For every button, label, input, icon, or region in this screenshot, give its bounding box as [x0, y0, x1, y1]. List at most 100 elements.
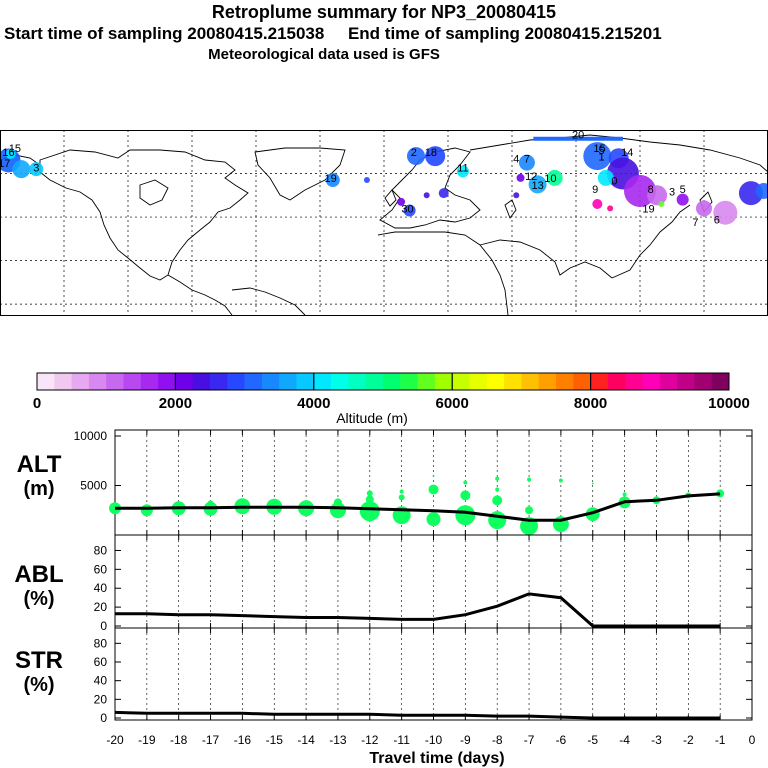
colorbar-cell [279, 373, 297, 390]
str-label: STR [15, 647, 63, 674]
altitude-point [207, 500, 214, 507]
altitude-point [333, 498, 342, 507]
plume-day-label: 5 [680, 184, 686, 196]
colorbar-cell [244, 373, 263, 390]
plume-day-label: 4 [513, 154, 519, 166]
altitude-point [140, 504, 153, 517]
altitude-point [591, 482, 594, 485]
altitude-point [460, 490, 471, 501]
x-tick-label: -10 [425, 733, 443, 747]
colorbar-frame [36, 372, 730, 391]
plume-marker [546, 169, 563, 186]
colorbar-cell [192, 373, 211, 390]
map-gridlines [0, 130, 768, 315]
colorbar-cell [642, 373, 661, 390]
plume-marker [438, 188, 449, 199]
series-line [115, 592, 721, 628]
x-tick-label: -18 [170, 733, 188, 747]
altitude-point [488, 511, 507, 530]
altitude-point [455, 505, 476, 526]
y-tick-label: 60 [94, 562, 108, 576]
colorbar-cell [538, 373, 557, 390]
x-tick-label: -7 [524, 733, 535, 747]
colorbar-cell [37, 373, 55, 390]
plume-day-label: 10 [544, 173, 556, 185]
x-tick-label: 0 [749, 733, 756, 747]
arabia-india-coast [479, 239, 613, 279]
met-data-line: Meteorological data used is GFS [208, 46, 440, 63]
y-tick-label: 40 [94, 581, 108, 595]
plume-marker [592, 199, 603, 209]
altitude-point [495, 487, 500, 492]
x-tick-label: -8 [492, 733, 503, 747]
colorbar-cell [123, 373, 142, 390]
x-tick-label: -13 [329, 733, 347, 747]
plume-marker [597, 169, 614, 186]
greenland-coast [254, 147, 346, 201]
plume-marker [397, 197, 406, 206]
plume-day-label: 19 [642, 204, 654, 216]
x-tick-label: -12 [361, 733, 379, 747]
str-panel-label: STR (%) [14, 647, 64, 697]
x-tick-label: -14 [297, 733, 315, 747]
y-tick-label: 20 [94, 600, 108, 614]
colorbar-cell [434, 373, 453, 390]
altitude-point [399, 489, 404, 494]
plume-day-label: 16 [2, 147, 14, 159]
alt-label: ALT [16, 451, 62, 478]
colorbar-cell [590, 373, 609, 390]
abl-label: ABL [14, 561, 64, 588]
plume-marker [755, 182, 768, 199]
plume-marker [658, 201, 665, 207]
plume-marker [528, 175, 547, 194]
asia-coast [469, 134, 768, 173]
y-tick-label: 80 [94, 543, 108, 557]
southeast-asia-coast [611, 204, 691, 279]
colorbar-cell [400, 373, 418, 390]
colorbar-tick-label: 0 [33, 395, 41, 412]
colorbar-cell [331, 373, 349, 390]
plume-marker [696, 200, 712, 217]
plume-day-label: 15 [593, 143, 605, 155]
colorbar-cell [694, 373, 712, 390]
altitude-colorbar: 0 2000 4000 6000 8000 10000 Altitude (m) [33, 372, 750, 426]
colorbar-cell [348, 373, 366, 390]
x-tick-label: -2 [683, 733, 694, 747]
colorbar-cell [556, 373, 574, 390]
plume-day-label: 9 [592, 184, 598, 196]
plume-day-label: 19 [325, 173, 337, 185]
colorbar-cell [140, 373, 159, 390]
x-tick-label: -3 [651, 733, 662, 747]
plume-day-label: 2 [411, 147, 417, 159]
colorbar-tick-label: 4000 [297, 395, 330, 412]
colorbar-cell [659, 373, 678, 390]
colorbar-cell [313, 373, 332, 390]
y-tick-label: 80 [94, 636, 108, 650]
plume-day-label: 11 [457, 162, 468, 174]
y-tick-label: 10000 [74, 429, 108, 443]
altitude-point [272, 500, 277, 505]
colorbar-cell [607, 373, 626, 390]
central-america-coast [167, 274, 233, 316]
altitude-point [359, 501, 380, 522]
x-tick-label: -11 [393, 733, 410, 747]
british-isles [384, 189, 397, 207]
colorbar-label: Altitude (m) [336, 410, 408, 426]
colorbar-cell [383, 373, 401, 390]
plume-marker [607, 205, 614, 212]
plume-marker [676, 193, 689, 206]
plume-day-label: 13 [531, 180, 543, 192]
altitude-point [398, 494, 405, 501]
str-unit: (%) [23, 674, 55, 696]
plume-marker [423, 192, 430, 199]
x-tick-label: -5 [587, 733, 598, 747]
south-america-top [231, 287, 306, 316]
map-frame [0, 130, 768, 316]
colorbar-cell [452, 373, 470, 390]
plume-day-label: 30 [401, 204, 413, 216]
colorbar-cell [365, 373, 384, 390]
x-tick-label: -19 [138, 733, 156, 747]
coastlines [0, 134, 768, 316]
plume-marker [29, 162, 44, 177]
